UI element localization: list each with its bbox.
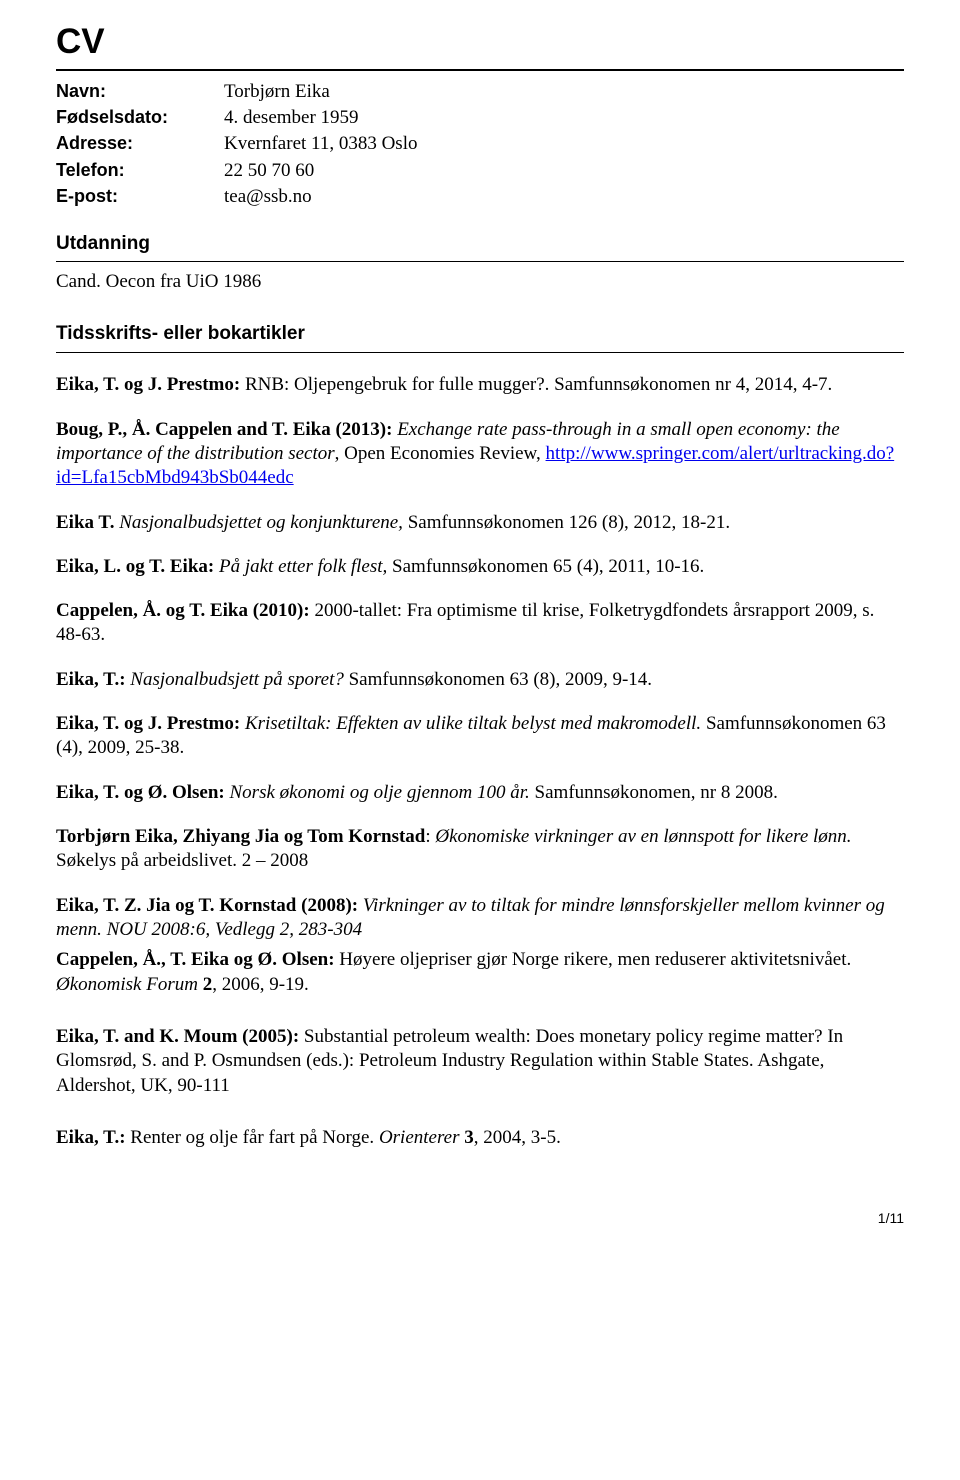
publication-entry: Boug, P., Å. Cappelen and T. Eika (2013)… bbox=[56, 418, 904, 491]
publications-heading: Tidsskrifts- eller bokartikler bbox=[56, 322, 904, 346]
name-value: Torbjørn Eika bbox=[224, 79, 417, 105]
phone-value: 22 50 70 60 bbox=[224, 158, 417, 184]
entry-authors: Eika, T.: bbox=[56, 1127, 130, 1148]
table-row: Adresse: Kvernfaret 11, 0383 Oslo bbox=[56, 131, 417, 157]
entry-authors: Eika, T. Z. Jia og T. Kornstad (2008): bbox=[56, 895, 358, 916]
entry-volume: 2 bbox=[203, 974, 213, 995]
publication-entry: Eika, T. Z. Jia og T. Kornstad (2008): V… bbox=[56, 894, 904, 943]
title-divider bbox=[56, 69, 904, 71]
publication-entry: Eika, T. og Ø. Olsen: Norsk økonomi og o… bbox=[56, 781, 904, 805]
entry-text: 90-111 bbox=[177, 1075, 229, 1096]
entry-authors: Cappelen, Å. og T. Eika (2010): bbox=[56, 600, 310, 621]
dob-label: Fødselsdato: bbox=[56, 105, 224, 131]
entry-journal: Orienterer bbox=[379, 1127, 464, 1148]
address-value: Kvernfaret 11, 0383 Oslo bbox=[224, 131, 417, 157]
page-number: 1/11 bbox=[56, 1210, 904, 1228]
publication-entry: Eika, T. og J. Prestmo: RNB: Oljepengebr… bbox=[56, 373, 904, 397]
entry-text: Høyere oljepriser gjør Norge rikere, men… bbox=[335, 949, 852, 970]
publication-entry: Cappelen, Å., T. Eika og Ø. Olsen: Høyer… bbox=[56, 948, 904, 997]
entry-text: : bbox=[425, 826, 435, 847]
publication-entry: Eika T. Nasjonalbudsjettet og konjunktur… bbox=[56, 511, 904, 535]
entry-authors: Eika, T. og J. Prestmo: bbox=[56, 374, 245, 395]
entry-text: , 2006, 9-19. bbox=[212, 974, 309, 995]
phone-label: Telefon: bbox=[56, 158, 224, 184]
email-value: tea@ssb.no bbox=[224, 184, 417, 210]
education-text: Cand. Oecon fra UiO 1986 bbox=[56, 270, 904, 294]
publication-entry: Eika, T. og J. Prestmo: Krisetiltak: Eff… bbox=[56, 712, 904, 761]
entry-text: RNB: Oljepengebruk for fulle mugger?. Sa… bbox=[245, 374, 832, 395]
entry-title: På jakt etter folk flest, bbox=[214, 556, 392, 577]
entry-authors: Eika, T. og J. Prestmo: bbox=[56, 713, 240, 734]
publication-entry: Eika, L. og T. Eika: På jakt etter folk … bbox=[56, 555, 904, 579]
entry-authors: Cappelen, Å., T. Eika og Ø. Olsen: bbox=[56, 949, 335, 970]
entry-text: , Open Economies Review, bbox=[335, 443, 546, 464]
section-divider bbox=[56, 261, 904, 262]
entry-text: Samfunnsøkonomen 63 (8), 2009, 9-14. bbox=[344, 669, 652, 690]
dob-value: 4. desember 1959 bbox=[224, 105, 417, 131]
publication-entry: Cappelen, Å. og T. Eika (2010): 2000-tal… bbox=[56, 599, 904, 648]
entry-text: Søkelys på arbeidslivet. 2 – 2008 bbox=[56, 850, 308, 871]
entry-text: Renter og olje får fart på Norge. bbox=[130, 1127, 379, 1148]
email-label: E-post: bbox=[56, 184, 224, 210]
table-row: Fødselsdato: 4. desember 1959 bbox=[56, 105, 417, 131]
education-heading: Utdanning bbox=[56, 232, 904, 256]
publication-entry: Eika, T.: Renter og olje får fart på Nor… bbox=[56, 1126, 904, 1150]
entry-authors: Eika T. bbox=[56, 512, 114, 533]
entry-title: Norsk økonomi og olje gjennom 100 år. bbox=[225, 782, 530, 803]
entry-text: Samfunnsøkonomen 65 (4), 2011, 10-16. bbox=[392, 556, 704, 577]
table-row: Telefon: 22 50 70 60 bbox=[56, 158, 417, 184]
table-row: E-post: tea@ssb.no bbox=[56, 184, 417, 210]
entry-journal: Økonomisk Forum bbox=[56, 974, 203, 995]
entry-title: Økonomiske virkninger av en lønnspott fo… bbox=[435, 826, 851, 847]
entry-authors: Torbjørn Eika, Zhiyang Jia og Tom Kornst… bbox=[56, 826, 425, 847]
publication-entry: Torbjørn Eika, Zhiyang Jia og Tom Kornst… bbox=[56, 825, 904, 874]
section-divider bbox=[56, 352, 904, 353]
entry-authors: Eika, T. and K. Moum (2005): bbox=[56, 1026, 304, 1047]
page-title: CV bbox=[56, 20, 904, 65]
publication-entry: Eika, T.: Nasjonalbudsjett på sporet? Sa… bbox=[56, 668, 904, 692]
entry-authors: Eika, T.: bbox=[56, 669, 126, 690]
entry-text: , 2004, 3-5. bbox=[474, 1127, 561, 1148]
entry-authors: Eika, L. og T. Eika: bbox=[56, 556, 214, 577]
entry-volume: 3 bbox=[464, 1127, 474, 1148]
table-row: Navn: Torbjørn Eika bbox=[56, 79, 417, 105]
entry-text: Substantial petroleum wealth: Does monet… bbox=[304, 1026, 827, 1047]
address-label: Adresse: bbox=[56, 131, 224, 157]
entry-text: Samfunnsøkonomen 126 (8), 2012, 18-21. bbox=[408, 512, 730, 533]
entry-authors: Eika, T. og Ø. Olsen: bbox=[56, 782, 225, 803]
entry-text: Samfunnsøkonomen, nr 8 2008. bbox=[530, 782, 778, 803]
publication-entry: Eika, T. and K. Moum (2005): Substantial… bbox=[56, 1025, 904, 1098]
entry-title: Nasjonalbudsjett på sporet? bbox=[126, 669, 344, 690]
personal-info-table: Navn: Torbjørn Eika Fødselsdato: 4. dese… bbox=[56, 79, 417, 211]
entry-title: Krisetiltak: Effekten av ulike tiltak be… bbox=[240, 713, 706, 734]
entry-authors: Boug, P., Å. Cappelen and T. Eika (2013)… bbox=[56, 419, 397, 440]
name-label: Navn: bbox=[56, 79, 224, 105]
entry-title: Nasjonalbudsjettet og konjunkturene, bbox=[114, 512, 407, 533]
